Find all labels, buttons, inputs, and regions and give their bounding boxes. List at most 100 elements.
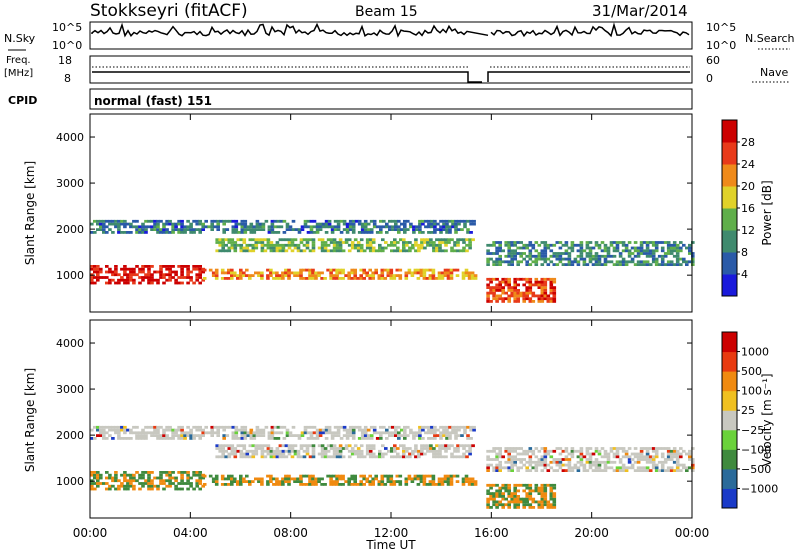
- velocity-cell: [335, 477, 339, 481]
- velocity-cell: [507, 503, 511, 507]
- power-cell: [688, 260, 692, 264]
- velocity-cell: [549, 486, 554, 490]
- velocity-cell: [198, 428, 202, 432]
- velocity-cell: [630, 458, 635, 461]
- power-cell: [150, 265, 154, 268]
- velocity-cell: [510, 447, 514, 450]
- velocity-cell: [290, 477, 294, 481]
- power-cell: [257, 271, 261, 275]
- power-cell: [366, 228, 371, 231]
- velocity-cell: [350, 474, 354, 478]
- power-cell: [450, 249, 454, 253]
- power-cell: [492, 286, 496, 289]
- power-cell: [447, 238, 451, 242]
- power-cell: [156, 225, 160, 229]
- velocity-cell: [132, 479, 136, 483]
- power-cell: [666, 246, 671, 250]
- velocity-cell: [138, 476, 142, 480]
- velocity-cell: [489, 506, 493, 509]
- power-cell: [348, 222, 353, 226]
- velocity-cell: [263, 449, 268, 453]
- power-cell: [240, 228, 245, 231]
- power-cell: [249, 231, 254, 234]
- velocity-cell: [410, 480, 415, 483]
- power-cell: [320, 241, 325, 244]
- power-cell: [147, 276, 151, 279]
- velocity-cell: [129, 473, 133, 477]
- velocity-cell: [603, 455, 608, 459]
- velocity-cell: [525, 497, 529, 501]
- power-cell: [123, 270, 127, 274]
- velocity-cell: [198, 437, 202, 440]
- power-cell: [368, 241, 373, 244]
- velocity-cell: [645, 460, 650, 464]
- velocity-cell: [579, 463, 584, 467]
- power-cell: [356, 241, 361, 244]
- velocity-cell: [177, 482, 181, 485]
- velocity-cell: [504, 460, 508, 464]
- power-cell: [218, 249, 222, 253]
- velocity-cell: [447, 447, 451, 450]
- power-cell: [296, 274, 300, 277]
- velocity-cell: [675, 460, 680, 464]
- power-cell: [223, 271, 228, 275]
- velocity-cell: [257, 477, 261, 481]
- power-cell: [537, 300, 542, 303]
- velocity-cell: [385, 431, 389, 435]
- power-cell: [168, 265, 172, 268]
- power-cell: [513, 277, 517, 281]
- velocity-cell: [93, 482, 97, 485]
- power-cell: [222, 219, 226, 223]
- power-cell: [420, 238, 424, 242]
- velocity-cell: [303, 428, 308, 432]
- power-cell: [126, 273, 130, 277]
- colorbar-tick-label: 24: [741, 158, 755, 171]
- power-cell: [269, 274, 273, 277]
- velocity-cell: [120, 484, 124, 488]
- power-cell: [549, 243, 554, 247]
- velocity-cell: [672, 455, 677, 459]
- power-cell: [691, 263, 695, 266]
- power-cell: [129, 267, 133, 271]
- power-cell: [150, 281, 154, 285]
- velocity-cell: [159, 482, 163, 485]
- velocity-cell: [540, 489, 545, 493]
- velocity-cell: [368, 444, 373, 448]
- power-cell: [555, 263, 560, 266]
- power-cell: [120, 222, 124, 226]
- velocity-cell: [470, 483, 475, 486]
- velocity-cell: [117, 484, 121, 488]
- power-cell: [162, 231, 166, 234]
- power-cell: [129, 278, 133, 282]
- velocity-cell: [359, 444, 364, 448]
- power-cell: [123, 222, 127, 226]
- velocity-cell: [528, 492, 533, 495]
- velocity-cell: [387, 449, 391, 453]
- power-cell: [507, 254, 511, 258]
- velocity-cell: [168, 437, 172, 440]
- power-cell: [278, 238, 283, 242]
- velocity-cell: [549, 492, 554, 495]
- power-cell: [384, 241, 388, 244]
- power-cell: [501, 249, 505, 253]
- power-cell: [576, 263, 581, 266]
- power-cell: [108, 219, 112, 223]
- velocity-cell: [341, 447, 346, 450]
- velocity-cell: [537, 492, 542, 495]
- power-cell: [403, 225, 407, 229]
- velocity-cell: [691, 447, 695, 450]
- power-cell: [159, 228, 163, 231]
- velocity-cell: [660, 455, 665, 459]
- velocity-cell: [351, 425, 356, 429]
- power-cell: [344, 274, 348, 277]
- power-cell: [299, 238, 304, 242]
- velocity-cell: [492, 466, 496, 470]
- power-cell: [561, 243, 566, 247]
- velocity-cell: [567, 466, 572, 470]
- velocity-cell: [528, 495, 533, 498]
- power-cell: [492, 243, 496, 247]
- velocity-cell: [391, 425, 395, 429]
- power-cell: [540, 252, 545, 255]
- velocity-cell: [198, 425, 202, 429]
- velocity-cell: [242, 452, 247, 456]
